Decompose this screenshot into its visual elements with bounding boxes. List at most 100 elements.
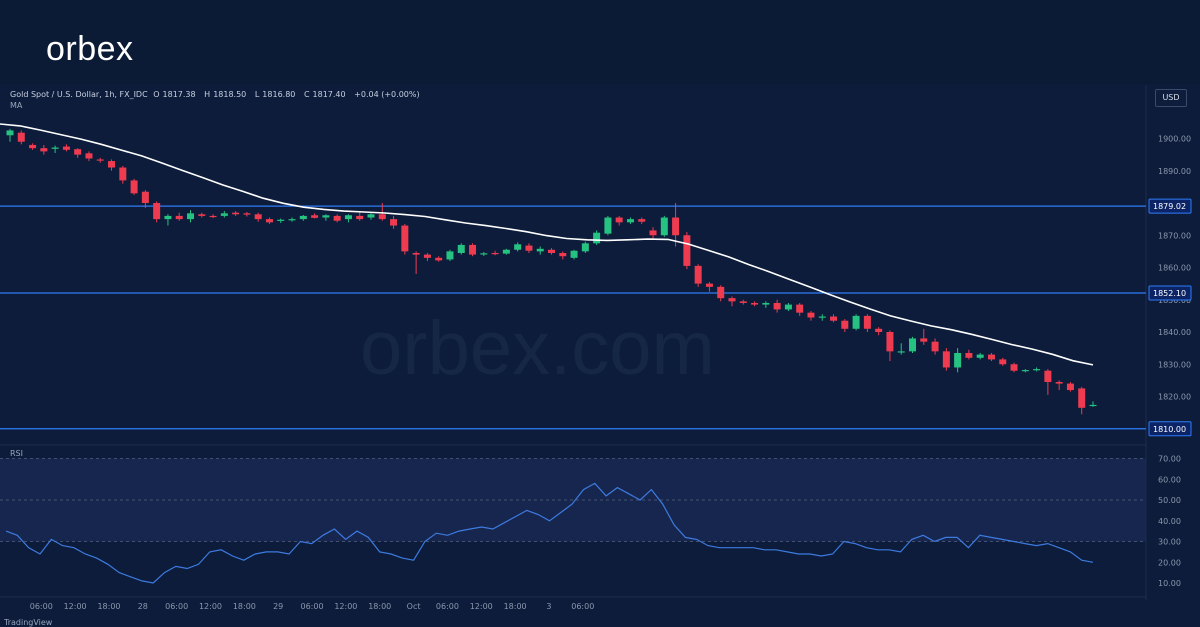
candle-body <box>717 286 725 299</box>
candle-body <box>1055 381 1063 384</box>
legend-ma-label: MA <box>10 101 23 110</box>
time-tick-label: 06:00 <box>301 602 324 611</box>
time-tick-label: 18:00 <box>368 602 391 611</box>
candle-body <box>164 215 172 220</box>
candle-body <box>130 180 138 194</box>
candle-body <box>954 352 962 368</box>
candle-body <box>1044 370 1052 382</box>
candle-body <box>344 215 352 220</box>
level-price-label: 1879.02 <box>1153 202 1186 211</box>
candle-body <box>390 219 398 226</box>
level-price-tag <box>1148 285 1192 301</box>
candle-body <box>638 219 646 222</box>
candle-body <box>254 214 262 220</box>
time-tick-label: 06:00 <box>30 602 53 611</box>
candle-body <box>830 316 838 321</box>
rsi-tick-label: 10.00 <box>1158 579 1181 588</box>
time-tick-label: 12:00 <box>334 602 357 611</box>
candle-body <box>942 351 950 368</box>
price-tick-label: 1840.00 <box>1158 328 1191 337</box>
legend-open: O 1817.38 <box>153 90 198 99</box>
candle-body <box>412 252 420 255</box>
candle-body <box>581 243 589 252</box>
candle-body <box>773 302 781 310</box>
legend-high-label: H <box>204 90 211 99</box>
candle-body <box>51 147 59 149</box>
candle-body <box>920 338 928 342</box>
candle-body <box>108 161 116 168</box>
legend-change: +0.04 (+0.00%) <box>354 90 420 99</box>
candle-body <box>987 354 995 360</box>
moving-average-line <box>0 123 1094 366</box>
candle-body <box>863 315 871 329</box>
candle-body <box>965 352 973 358</box>
time-tick-label: 06:00 <box>571 602 594 611</box>
time-tick-label: 18:00 <box>97 602 120 611</box>
legend-low: L 1816.80 <box>255 90 299 99</box>
watermark-text: orbex.com <box>360 306 715 391</box>
candle-body <box>40 148 48 152</box>
candle-body <box>153 203 161 220</box>
candle-body <box>435 257 443 261</box>
tradingview-footer: TradingView <box>4 618 53 627</box>
candle-body <box>85 153 93 159</box>
candle-body <box>378 214 386 220</box>
legend-open-label: O <box>153 90 160 99</box>
candle-body <box>649 230 657 236</box>
candle-body <box>277 219 285 221</box>
time-tick-label: 12:00 <box>199 602 222 611</box>
rsi-tick-label: 60.00 <box>1158 475 1181 484</box>
candle-body <box>999 359 1007 365</box>
legend-close-label: C <box>303 90 310 99</box>
rsi-tick-label: 40.00 <box>1158 517 1181 526</box>
candle-body <box>897 351 905 353</box>
candle-body <box>1010 364 1018 371</box>
candle-body <box>796 304 804 313</box>
candle-body <box>356 215 364 220</box>
candle-body <box>446 251 454 260</box>
candle-body <box>672 217 680 236</box>
candle-body <box>886 332 894 352</box>
candle-body <box>209 215 217 218</box>
candle-body <box>852 315 860 329</box>
candle-body <box>401 225 409 252</box>
candle-body <box>660 217 668 236</box>
candle-body <box>198 214 206 216</box>
price-tick-label: 1830.00 <box>1158 360 1191 369</box>
candle-body <box>626 219 634 223</box>
candle-body <box>1033 369 1041 371</box>
currency-button[interactable]: USD <box>1155 89 1187 107</box>
time-tick-label: 18:00 <box>233 602 256 611</box>
candle-body <box>119 167 127 181</box>
candle-body <box>728 298 736 302</box>
candle-body <box>367 214 375 218</box>
price-tick-label: 1820.00 <box>1158 393 1191 402</box>
candle-body <box>423 254 431 258</box>
candle-body <box>739 301 747 303</box>
time-tick-label: 29 <box>273 602 283 611</box>
candle-body <box>1078 388 1086 408</box>
price-tick-label: 1900.00 <box>1158 135 1191 144</box>
candle-body <box>818 316 826 318</box>
candle-body <box>220 213 228 216</box>
time-tick-label: Oct <box>407 602 421 611</box>
candle-body <box>751 302 759 305</box>
chart-legend: Gold Spot / U.S. Dollar, 1h, FX_IDC O 181… <box>10 90 423 110</box>
candle-body <box>232 212 240 215</box>
candle-body <box>175 215 183 220</box>
time-tick-label: 06:00 <box>436 602 459 611</box>
level-price-label: 1852.10 <box>1153 289 1186 298</box>
candle-body <box>976 354 984 358</box>
rsi-label: RSI <box>10 449 23 458</box>
rsi-tick-label: 20.00 <box>1158 558 1181 567</box>
candle-body <box>6 130 14 136</box>
candle-body <box>62 146 70 150</box>
candle-body <box>502 249 510 254</box>
legend-symbol: Gold Spot / U.S. Dollar, 1h, FX_IDC <box>10 90 148 99</box>
candle-body <box>491 252 499 255</box>
candle-body <box>536 248 544 252</box>
candle-body <box>514 244 522 250</box>
candle-body <box>762 302 770 305</box>
time-tick-label: 28 <box>138 602 148 611</box>
